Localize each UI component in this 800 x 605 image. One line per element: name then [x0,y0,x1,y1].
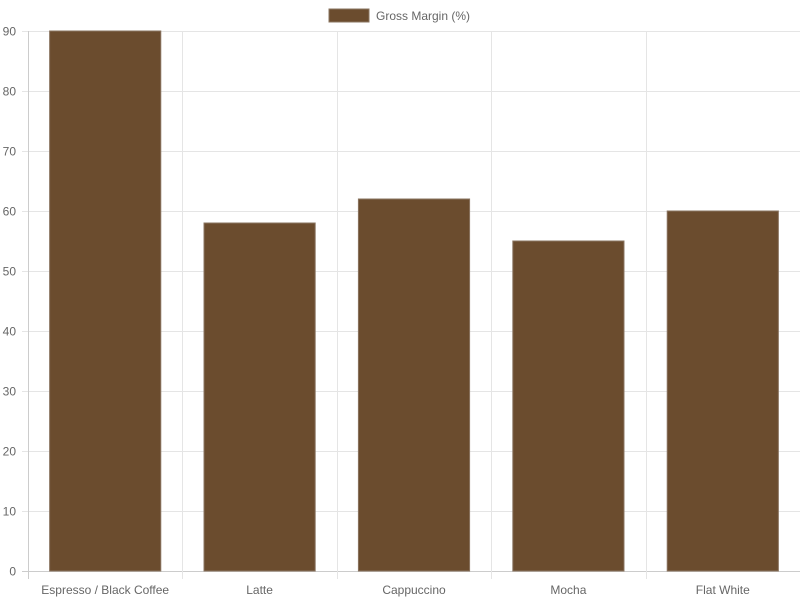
legend-label[interactable]: Gross Margin (%) [376,9,470,23]
legend-swatch[interactable] [328,8,370,23]
y-tick-label: 0 [9,565,16,579]
y-tick-label: 20 [3,445,17,459]
x-tick-label: Cappuccino [382,583,446,597]
legend[interactable]: Gross Margin (%) [328,8,470,23]
bars-layer [49,30,779,572]
y-tick-label: 50 [3,265,17,279]
y-tick-label: 30 [3,385,17,399]
bar[interactable] [203,222,316,572]
y-tick-label: 40 [3,325,17,339]
y-tick-label: 90 [3,25,17,39]
x-tick-label: Flat White [696,583,750,597]
bar[interactable] [49,30,162,572]
y-tick-label: 10 [3,505,17,519]
bar[interactable] [357,198,471,572]
bar[interactable] [512,240,625,572]
y-tick-label: 80 [3,85,17,99]
y-tick-label: 60 [3,205,17,219]
y-tick-label: 70 [3,145,17,159]
axis-layer: 0 10 20 30 40 50 60 70 80 90 Espresso / Black Coff… [3,25,750,598]
x-tick-label: Latte [246,583,273,597]
x-tick-label: Mocha [550,583,586,597]
bar[interactable] [666,210,779,572]
x-tick-label: Espresso / Black Coffee [41,583,169,597]
